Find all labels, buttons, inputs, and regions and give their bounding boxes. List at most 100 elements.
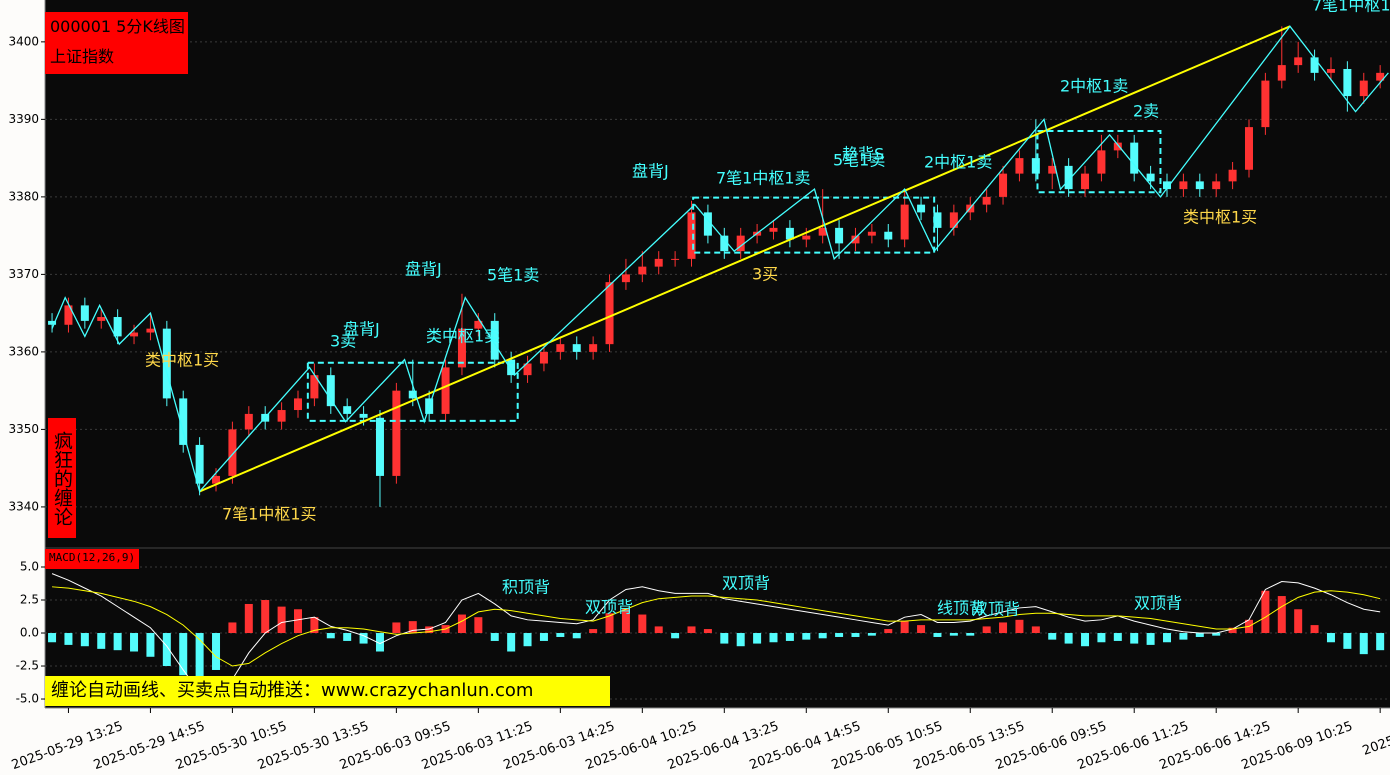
macd-bar (1113, 633, 1122, 641)
macd-bar (785, 633, 794, 641)
macd-bar (64, 633, 73, 645)
macd-bar (343, 633, 352, 641)
candle-body (1326, 68, 1335, 73)
candle-body (720, 235, 729, 252)
candle-body (1130, 142, 1139, 174)
macd-bar (212, 633, 221, 670)
macd-bar (1359, 633, 1368, 655)
candle-body (605, 282, 614, 345)
macd-bar (408, 621, 417, 634)
macd-bar (1294, 609, 1303, 634)
candle-body (408, 390, 417, 399)
x-tick-label: 2025-06-09 (1361, 719, 1390, 759)
candle-body (621, 274, 630, 283)
candle-body (638, 266, 647, 275)
candle-body (64, 305, 73, 325)
annotation: 盘背J (343, 320, 380, 339)
candle-body (293, 398, 302, 411)
macd-bar (1081, 633, 1090, 647)
macd-bar (982, 626, 991, 634)
y-tick-label: 3360 (8, 344, 39, 358)
macd-bar (884, 629, 893, 634)
candle-body (1228, 169, 1237, 182)
macd-bar (1179, 633, 1188, 640)
candle-body (1195, 181, 1204, 190)
macd-bar (195, 633, 204, 678)
candle-body (999, 173, 1008, 197)
candle-body (1343, 68, 1352, 97)
macd-bar (835, 633, 844, 637)
trend-line (199, 25, 1291, 493)
candle-body (130, 332, 139, 337)
macd-bar (1015, 619, 1024, 634)
candle-body (146, 328, 155, 333)
y-tick-label: 2.5 (20, 593, 39, 607)
macd-bar (605, 613, 614, 634)
footer-banner: 缠论自动画线、买卖点自动推送：www.crazychanlun.com (45, 676, 610, 706)
candle-body (343, 406, 352, 414)
macd-bar (326, 633, 335, 639)
zhongshu-box (692, 196, 936, 254)
macd-bar (293, 609, 302, 634)
candle-body (228, 429, 237, 476)
candle-body (884, 231, 893, 240)
macd-bar (277, 606, 286, 634)
macd-bar (1097, 633, 1106, 643)
macd-bar (671, 633, 680, 639)
candle-body (80, 305, 89, 321)
macd-bar (1212, 633, 1221, 636)
y-tick-label: 3340 (8, 499, 39, 513)
candle-body (900, 204, 909, 240)
candle-body (1212, 181, 1221, 190)
candle-body (1146, 173, 1155, 182)
macd-bar (1130, 633, 1139, 644)
macd-bar (556, 633, 565, 637)
annotation: 类中枢1卖 (426, 327, 500, 346)
y-tick-label: 3350 (8, 422, 39, 436)
candle-body (867, 231, 876, 236)
annotation: 双顶背 (722, 574, 770, 593)
candle-body (1064, 165, 1073, 190)
annotation: 趋背S (842, 145, 884, 164)
y-tick-label: 3370 (8, 267, 39, 281)
candle-body (1031, 158, 1040, 174)
title-box: 000001 5分K线图 上证指数 (45, 12, 188, 74)
macd-bar (1326, 633, 1335, 643)
candle-body (1163, 181, 1172, 190)
macd-bar (999, 622, 1008, 634)
macd-bar (966, 633, 975, 636)
macd-bar (572, 633, 581, 639)
macd-bar (933, 633, 942, 637)
y-tick-label: 3380 (8, 189, 39, 203)
candle-body (556, 344, 565, 352)
macd-bar (867, 633, 876, 636)
y-tick-label: 0.0 (20, 626, 39, 640)
annotation: 类中枢1买 (1183, 208, 1257, 227)
candle-body (490, 320, 499, 360)
macd-bar (1261, 590, 1270, 634)
annotation: 7笔1中枢1卖 (1312, 0, 1390, 15)
annotation: 积顶背 (502, 578, 550, 597)
side-label: 疯狂的缠论 (48, 418, 76, 538)
plot-background (45, 0, 1390, 708)
macd-bar (474, 617, 483, 634)
candle-body (851, 235, 860, 244)
macd-title: MACD(12,26,9) (45, 549, 140, 569)
candle-body (769, 227, 778, 232)
candle-body (1113, 142, 1122, 151)
candle-body (326, 375, 335, 407)
macd-bar (1195, 633, 1204, 637)
macd-bar (457, 614, 466, 634)
candle-body (671, 258, 680, 260)
candle-body (1244, 127, 1253, 170)
candle-body (982, 196, 991, 205)
macd-bar (654, 626, 663, 634)
macd-bar (228, 622, 237, 634)
macd-bar (130, 633, 139, 652)
candle-body (392, 390, 401, 476)
candle-body (244, 413, 253, 430)
candle-body (474, 320, 483, 329)
macd-bar (1031, 626, 1040, 634)
annotation: 3卖 (330, 332, 356, 351)
